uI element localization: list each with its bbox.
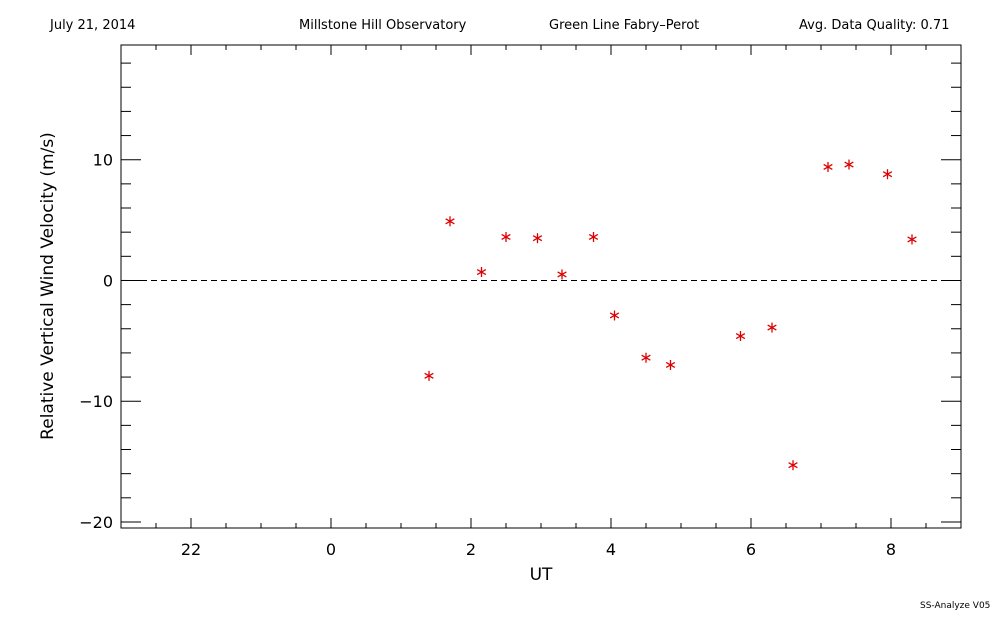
data-point (735, 331, 746, 342)
y-tick-label: −10 (79, 392, 113, 411)
data-point (557, 269, 567, 280)
plot-frame (120, 44, 962, 529)
data-point (476, 267, 487, 278)
x-tick-label: 6 (746, 540, 756, 559)
data-point (788, 460, 798, 471)
axis-tick-labels: 22 0 2 4 6 8 −20 −10 0 10 (79, 151, 896, 559)
x-tick-label: 22 (181, 540, 201, 559)
data-points (424, 159, 917, 471)
data-point (532, 233, 543, 244)
data-point (641, 352, 651, 363)
software-version: SS-Analyze V05 (920, 601, 991, 611)
header-instrument: Green Line Fabry–Perot (549, 18, 700, 33)
data-point (501, 231, 511, 242)
x-axis-label: UT (530, 565, 553, 585)
data-point (609, 310, 620, 321)
x-tick-label: 4 (606, 540, 616, 559)
data-point (882, 169, 893, 180)
x-tick-label: 8 (886, 540, 896, 559)
data-point (823, 161, 833, 172)
data-point (445, 216, 455, 227)
data-point (907, 234, 917, 245)
x-tick-label: 0 (326, 540, 336, 559)
data-point (588, 231, 599, 242)
header-observatory: Millstone Hill Observatory (299, 18, 467, 33)
header-data-quality: Avg. Data Quality: 0.71 (799, 18, 950, 33)
data-point (665, 359, 676, 370)
y-tick-label: 0 (103, 271, 113, 290)
header-date: July 21, 2014 (50, 18, 136, 33)
x-tick-label: 2 (466, 540, 476, 559)
y-axis-label: Relative Vertical Wind Velocity (m/s) (38, 132, 58, 440)
data-point (767, 322, 777, 333)
data-point (424, 370, 434, 381)
y-tick-label: −20 (79, 513, 113, 532)
y-tick-label: 10 (93, 151, 113, 170)
axis-ticks (120, 45, 962, 528)
data-point (844, 159, 854, 170)
